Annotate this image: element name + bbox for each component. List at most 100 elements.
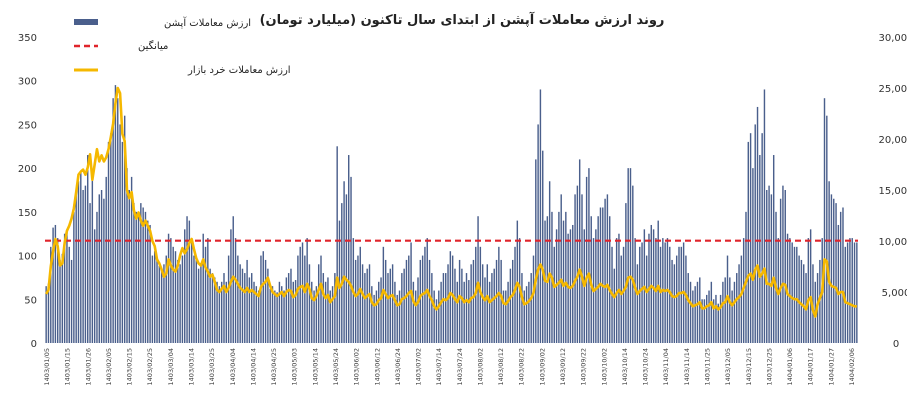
bar: [285, 277, 288, 343]
bar: [96, 211, 98, 343]
bar: [761, 133, 763, 343]
bar: [52, 227, 54, 343]
bar: [264, 259, 267, 343]
bar: [368, 264, 371, 343]
bar: [197, 268, 200, 343]
bar: [768, 185, 770, 343]
bar: [639, 246, 641, 343]
bar: [380, 277, 382, 343]
bar: [620, 255, 622, 343]
bar: [491, 273, 493, 343]
bar: [675, 255, 678, 343]
bar: [322, 273, 325, 343]
y-right-tick-label: 15,000: [879, 186, 907, 197]
bar: [311, 281, 313, 343]
bar: [632, 185, 634, 343]
bar: [745, 211, 747, 343]
bar: [170, 238, 172, 343]
bar: [313, 290, 315, 343]
bar: [759, 155, 761, 343]
x-tick-label: 1403/11/04: [662, 348, 670, 385]
bar: [193, 255, 195, 343]
y-left-tick-label: 350: [18, 33, 37, 44]
bar: [576, 185, 579, 343]
bar: [160, 268, 163, 343]
bar: [699, 277, 701, 343]
bar: [849, 238, 851, 343]
bar: [826, 115, 828, 343]
bar: [50, 246, 52, 343]
legend-label-retail: ارزش معاملات خرد بازار: [187, 65, 291, 76]
bar: [710, 281, 713, 343]
legend: ارزش معاملات آپشن میانگین ارزش معاملات خ…: [74, 16, 291, 76]
bar: [599, 207, 602, 343]
x-tick-label: 1403/06/12: [373, 348, 381, 385]
bar: [181, 255, 184, 343]
x-tick-label: 1403/12/15: [745, 348, 753, 385]
x-tick-label: 1403/05/03: [291, 348, 299, 385]
bar: [100, 190, 103, 343]
x-tick-label: 1403/03/25: [208, 348, 216, 385]
bar: [523, 290, 525, 343]
bar: [706, 294, 708, 343]
bar: [292, 281, 294, 343]
retail-line: [45, 86, 857, 318]
bar: [451, 255, 454, 343]
bar: [110, 133, 112, 343]
bar: [354, 259, 357, 343]
bar: [371, 286, 373, 343]
x-axis: 1403/01/05 1403/01/15 1403/01/26 1403/02/05…: [43, 348, 856, 385]
bar: [308, 264, 311, 343]
bar: [763, 89, 766, 344]
bar: [290, 268, 292, 343]
bar: [327, 277, 329, 343]
y-right-tick-label: 20,000: [879, 135, 907, 146]
bar: [177, 259, 179, 343]
bar: [391, 264, 394, 343]
bar: [93, 229, 96, 343]
bar: [364, 273, 366, 343]
bar: [202, 233, 204, 343]
bar: [135, 211, 137, 343]
bar: [472, 259, 475, 343]
bar: [435, 299, 438, 343]
bar: [389, 268, 392, 343]
x-tick-label: 1404/01/06: [786, 348, 794, 385]
bar: [481, 264, 484, 343]
bar: [345, 194, 348, 343]
x-tick-label: 1403/11/14: [683, 348, 691, 385]
x-tick-label: 1403/10/02: [600, 348, 608, 385]
bar: [615, 238, 618, 343]
bar: [80, 172, 82, 343]
chart-title: روند ارزش معاملات آپشن از ابتدای سال تاک…: [260, 11, 665, 28]
bar: [627, 168, 629, 343]
bar: [119, 124, 121, 344]
x-tick-label: 1403/04/25: [270, 348, 278, 385]
bar: [844, 246, 847, 343]
bar: [251, 273, 253, 343]
bar: [833, 198, 835, 343]
bar: [477, 216, 479, 343]
bar: [796, 246, 798, 343]
bar: [56, 238, 59, 343]
bar: [685, 255, 687, 343]
bar: [842, 207, 844, 343]
bar: [740, 255, 743, 343]
bar: [752, 168, 754, 343]
bar: [738, 264, 740, 343]
bar: [373, 294, 375, 343]
x-tick-label: 1404/01/17: [807, 348, 815, 385]
bar: [271, 286, 274, 343]
bar: [54, 224, 57, 343]
bar: [188, 220, 191, 343]
bar: [687, 273, 689, 343]
bar: [535, 159, 537, 343]
bar: [458, 259, 461, 343]
x-tick-label: 1404/01/27: [827, 348, 835, 385]
bar: [341, 203, 343, 343]
bar: [61, 253, 64, 343]
bar: [775, 211, 777, 343]
bar: [281, 286, 283, 343]
bar: [186, 216, 188, 343]
bar: [278, 281, 281, 343]
